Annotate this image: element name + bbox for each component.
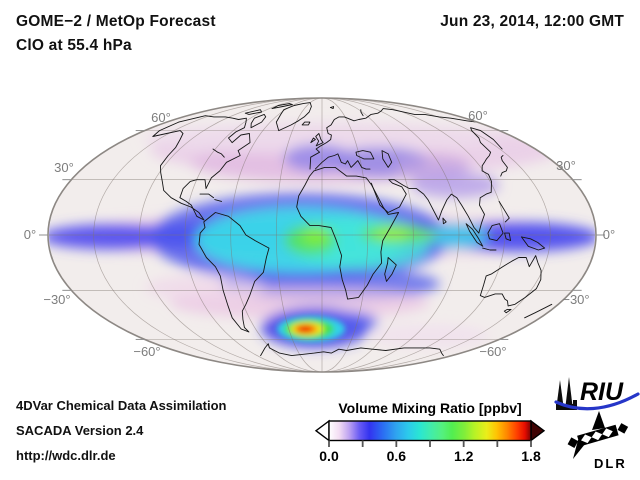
riu-logo-text: RIU	[580, 378, 624, 406]
coastline-path	[487, 223, 504, 242]
world-map: 60° 30° 0° −30° −60° 60° 30° 0° −30° −60°	[24, 97, 615, 373]
field-blob	[410, 172, 500, 198]
coastline-path	[152, 115, 251, 221]
dlr-emblem-icon	[567, 411, 629, 459]
coastline-path	[244, 109, 263, 115]
lat-label-right: 30°	[556, 158, 576, 173]
coastline-path	[314, 153, 371, 170]
coastline-path	[520, 236, 546, 251]
coastline-path	[315, 133, 324, 147]
clo-hotspot-layer	[277, 316, 345, 342]
coastline-path	[465, 223, 484, 247]
colorbar-tick-marks	[328, 440, 532, 447]
coastline-path	[329, 106, 335, 110]
coastline-path	[250, 113, 267, 129]
timestamp: Jun 23, 2014, 12:00 GMT	[440, 13, 624, 30]
page-subtitle: ClO at 55.4 hPa	[16, 37, 132, 54]
lat-label-left: −30°	[43, 292, 70, 307]
coastline-path	[212, 148, 225, 158]
field-blob	[428, 224, 488, 248]
dlr-logo: DLR	[567, 411, 629, 471]
colorbar: Volume Mixing Ratio [ppbv] 0.0 0.6 1.2 1…	[314, 400, 546, 464]
rhine-wave-icon	[554, 392, 640, 411]
lat-label-left: 30°	[54, 160, 74, 175]
lat-label-left: 0°	[24, 227, 36, 242]
coastline-path	[504, 232, 512, 242]
coastline-path	[442, 217, 447, 225]
coastline-path	[309, 108, 477, 170]
lat-label-right: −30°	[562, 292, 589, 307]
coastline-path	[355, 150, 375, 160]
coastline-path	[260, 343, 444, 357]
coastline-path	[296, 166, 400, 300]
colorbar-tick-label: 0.6	[387, 448, 407, 464]
colorbar-tick-label: 0.0	[319, 448, 339, 464]
coastline-path	[370, 127, 503, 234]
footer-url: http://wdc.dlr.de	[16, 448, 116, 463]
coastline-path	[310, 137, 316, 144]
colorbar-gradient-bar	[328, 420, 532, 442]
hotspot-blob	[297, 325, 313, 333]
latitude-labels: 60° 30° 0° −30° −60° 60° 30° 0° −30° −60°	[24, 108, 615, 359]
colorbar-tick-label: 1.2	[454, 448, 474, 464]
lat-label-right: 60°	[468, 108, 488, 123]
lat-label-left: −60°	[133, 344, 160, 359]
coastline-path	[482, 247, 497, 251]
footer-assimilation: 4DVar Chemical Data Assimilation	[16, 398, 227, 413]
coastline-path	[503, 308, 512, 314]
field-blob	[302, 228, 330, 244]
lat-label-right: 0°	[603, 227, 615, 242]
coastline-path	[524, 303, 553, 319]
field-blob	[49, 224, 180, 250]
latitude-ticks	[39, 130, 605, 340]
coastline-path	[214, 199, 223, 202]
field-blob	[374, 229, 410, 239]
colorbar-left-arrow	[314, 419, 330, 442]
coastline-path	[498, 200, 510, 223]
footer-version: SACADA Version 2.4	[16, 423, 144, 438]
coastline-path	[271, 103, 293, 110]
coastline-path	[360, 109, 364, 117]
lat-label-left: 60°	[151, 110, 171, 125]
coastline-path	[301, 121, 311, 126]
coastline-path	[198, 212, 270, 333]
riu-logo: RIU	[554, 377, 640, 411]
coastline-path	[479, 255, 542, 307]
coastline-path	[381, 150, 393, 168]
colorbar-title: Volume Mixing Ratio [ppbv]	[338, 400, 521, 416]
coastline-path	[500, 155, 508, 177]
coastline-path	[199, 193, 215, 199]
lat-label-right: −60°	[479, 344, 506, 359]
colorbar-right-arrow	[530, 419, 546, 442]
dlr-logo-text: DLR	[594, 456, 627, 471]
coastlines	[152, 102, 553, 357]
page-title: GOME−2 / MetOp Forecast	[16, 13, 216, 30]
coastline-path	[275, 102, 312, 132]
colorbar-tick-label: 1.8	[521, 448, 541, 464]
coastline-path	[384, 257, 397, 282]
field-blob	[145, 275, 265, 301]
field-blob	[370, 324, 490, 348]
